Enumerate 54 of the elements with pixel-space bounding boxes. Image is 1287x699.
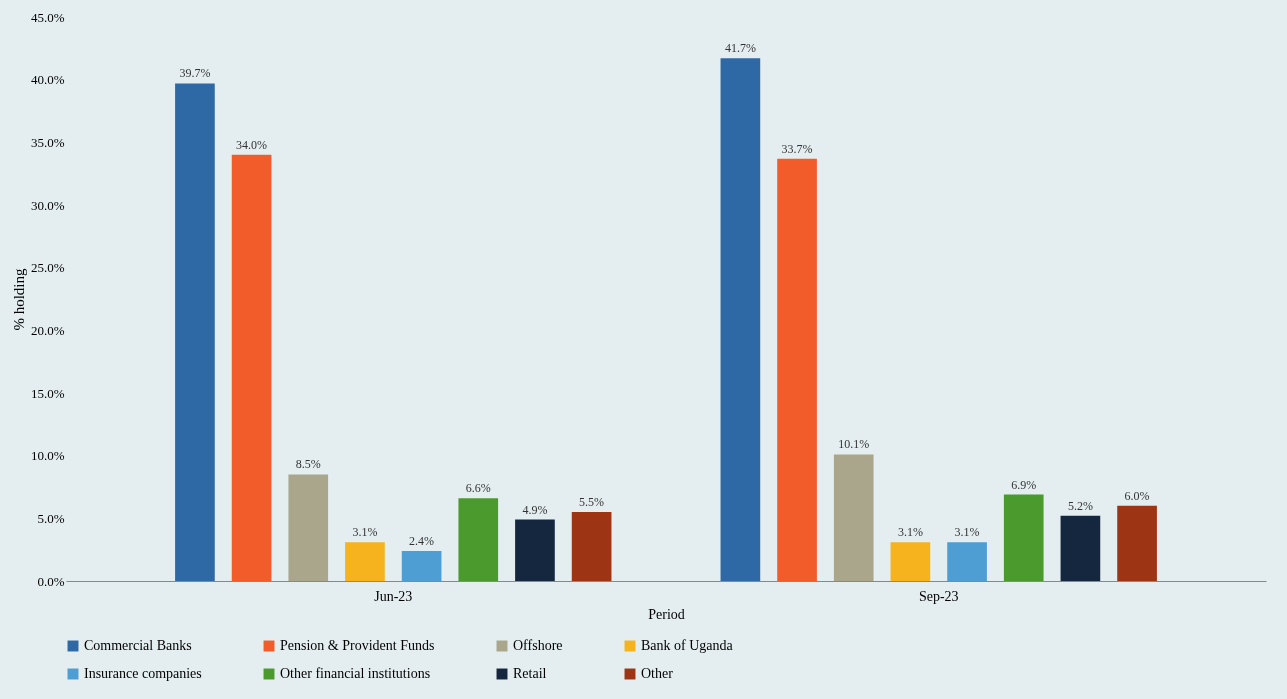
x-tick-label: Sep-23 bbox=[918, 588, 959, 604]
bar bbox=[833, 454, 874, 581]
bar bbox=[458, 498, 499, 581]
data-label: 5.2% bbox=[1067, 498, 1093, 513]
bar bbox=[345, 542, 385, 581]
data-label: 3.1% bbox=[897, 525, 923, 540]
y-tick-label: 25.0% bbox=[30, 260, 65, 276]
data-label: 41.7% bbox=[724, 41, 756, 56]
bar bbox=[571, 512, 612, 581]
y-tick-label: 40.0% bbox=[30, 72, 65, 88]
legend-label: Other bbox=[641, 666, 674, 681]
legend-label: Pension & Provident Funds bbox=[280, 638, 435, 653]
bar bbox=[288, 474, 329, 581]
legend-label: Offshore bbox=[513, 638, 563, 653]
bar bbox=[1003, 494, 1044, 581]
bar bbox=[777, 158, 817, 581]
y-tick-label: 10.0% bbox=[30, 448, 65, 464]
legend-label: Retail bbox=[513, 666, 547, 681]
data-label: 2.4% bbox=[409, 533, 435, 548]
data-label: 10.1% bbox=[838, 437, 870, 452]
data-label: 8.5% bbox=[295, 457, 321, 472]
data-label: 3.1% bbox=[954, 525, 980, 540]
bar bbox=[231, 154, 272, 581]
legend-label: Bank of Uganda bbox=[641, 638, 734, 653]
y-tick-label: 20.0% bbox=[30, 322, 65, 338]
legend-label: Other financial institutions bbox=[280, 666, 431, 681]
y-tick-label: 5.0% bbox=[37, 510, 65, 526]
bar bbox=[401, 550, 442, 581]
y-tick-label: 15.0% bbox=[30, 385, 65, 401]
data-label: 4.9% bbox=[522, 502, 548, 517]
data-label: 5.5% bbox=[579, 495, 605, 510]
bar bbox=[890, 542, 931, 581]
bar bbox=[720, 58, 761, 581]
data-label: 6.0% bbox=[1124, 488, 1150, 503]
data-label: 3.1% bbox=[352, 525, 378, 540]
data-label: 33.7% bbox=[781, 141, 813, 156]
y-axis-title: % holding bbox=[10, 267, 27, 331]
x-tick-label: Jun-23 bbox=[374, 588, 413, 604]
bar bbox=[1060, 515, 1101, 581]
legend-label: Insurance companies bbox=[84, 666, 202, 681]
x-axis-title: Period bbox=[648, 606, 685, 622]
y-tick-label: 30.0% bbox=[30, 197, 65, 213]
y-tick-label: 45.0% bbox=[30, 9, 65, 25]
data-label: 6.6% bbox=[465, 481, 491, 496]
bar bbox=[1117, 505, 1157, 581]
y-tick-label: 0.0% bbox=[37, 573, 65, 589]
data-label: 34.0% bbox=[236, 137, 268, 152]
bar bbox=[515, 519, 555, 581]
y-tick-label: 35.0% bbox=[30, 134, 65, 150]
legend-label: Commercial Banks bbox=[84, 638, 192, 653]
bar bbox=[947, 542, 987, 581]
bar bbox=[175, 83, 215, 581]
data-label: 39.7% bbox=[179, 66, 211, 81]
data-label: 6.9% bbox=[1011, 477, 1037, 492]
